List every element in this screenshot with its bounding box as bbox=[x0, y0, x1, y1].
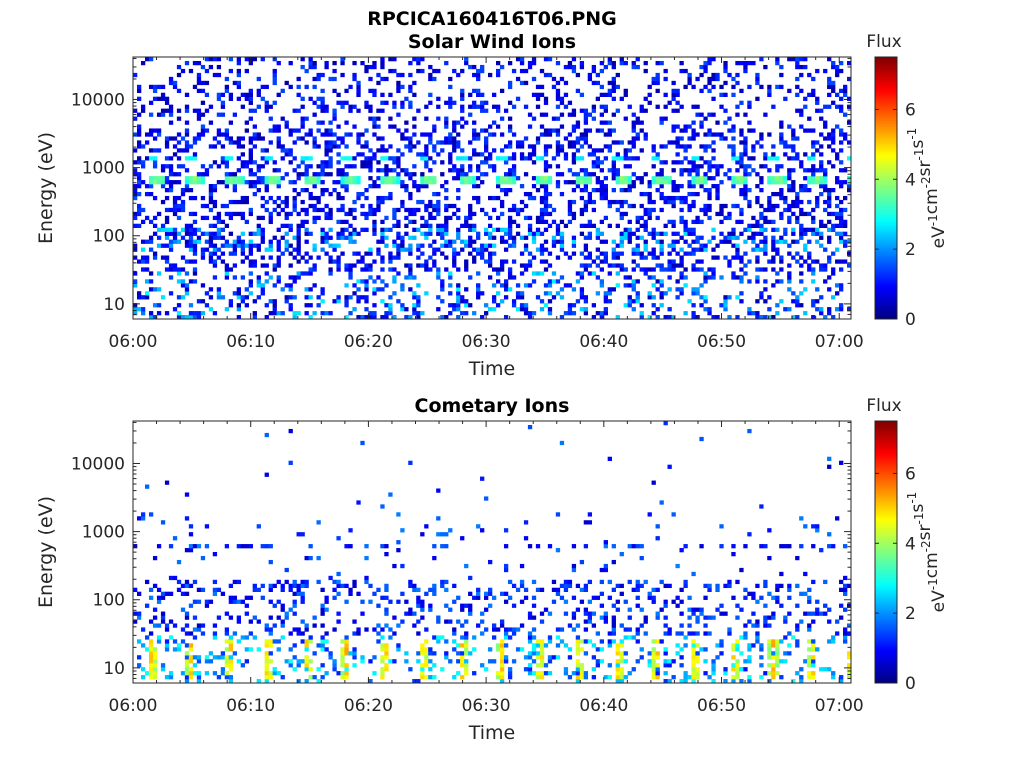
colorbar-tick-label: 2 bbox=[905, 604, 916, 624]
x-tick-label: 06:10 bbox=[226, 696, 275, 716]
y-tick-label: 1000 bbox=[82, 523, 125, 543]
x-tick-label: 06:20 bbox=[344, 332, 393, 352]
y-tick-label: 1000 bbox=[82, 159, 125, 179]
colorbar-tick-label: 0 bbox=[905, 674, 916, 694]
colorbar-tick-label: 2 bbox=[905, 240, 916, 260]
x-tick-label: 06:40 bbox=[579, 332, 628, 352]
x-tick-label: 06:10 bbox=[226, 332, 275, 352]
y-tick-label: 10000 bbox=[71, 90, 125, 110]
colorbar-tick-label: 4 bbox=[905, 534, 916, 554]
colorbar-tick-label: 6 bbox=[905, 464, 916, 484]
x-tick-label: 06:00 bbox=[109, 332, 158, 352]
heatmap-cells bbox=[133, 57, 852, 320]
x-axis-label: Time bbox=[468, 722, 516, 744]
x-tick-label: 07:00 bbox=[815, 696, 864, 716]
colorbar: 0 2 4 6 Flux eV-1cm-2sr-1s-1 bbox=[866, 396, 949, 694]
solar-wind-panel: Solar Wind Ions 06:00 06:10 06:20 06:30 06:40… bbox=[35, 31, 949, 380]
y-tick-label: 10 bbox=[103, 295, 125, 315]
figure-title: RPCICA160416T06.PNG bbox=[367, 8, 617, 30]
x-axis-label: Time bbox=[468, 358, 516, 380]
x-tick-label: 06:50 bbox=[697, 332, 746, 352]
colorbar-tick-label: 4 bbox=[905, 170, 916, 190]
y-tick-label: 10000 bbox=[71, 454, 125, 474]
x-tick-label: 06:00 bbox=[109, 696, 158, 716]
y-tick-label: 100 bbox=[93, 227, 125, 247]
colorbar-tick-label: 0 bbox=[905, 310, 916, 330]
y-axis-label: Energy (eV) bbox=[35, 132, 57, 244]
x-tick-label: 06:30 bbox=[462, 332, 511, 352]
x-tick-label: 06:30 bbox=[462, 696, 511, 716]
panel-title: Cometary Ions bbox=[415, 395, 570, 417]
x-tick-label: 06:50 bbox=[697, 696, 746, 716]
heatmap-cells bbox=[133, 421, 852, 684]
axes-box bbox=[132, 420, 852, 684]
y-axis-label: Energy (eV) bbox=[35, 496, 57, 608]
x-tick-label: 06:40 bbox=[579, 696, 628, 716]
colorbar-tick-label: 6 bbox=[905, 100, 916, 120]
colorbar-title: Flux bbox=[866, 32, 901, 52]
x-tick-label: 07:00 bbox=[815, 332, 864, 352]
y-tick-label: 10 bbox=[103, 659, 125, 679]
panel-title: Solar Wind Ions bbox=[408, 31, 576, 53]
y-tick-label: 100 bbox=[93, 591, 125, 611]
colorbar: 0 2 4 6 Flux eV-1cm-2sr-1s-1 bbox=[866, 32, 949, 330]
colorbar-label: eV-1cm-2sr-1s-1 bbox=[905, 492, 949, 613]
x-tick-label: 06:20 bbox=[344, 696, 393, 716]
colorbar-label: eV-1cm-2sr-1s-1 bbox=[905, 128, 949, 249]
colorbar-title: Flux bbox=[866, 396, 901, 416]
